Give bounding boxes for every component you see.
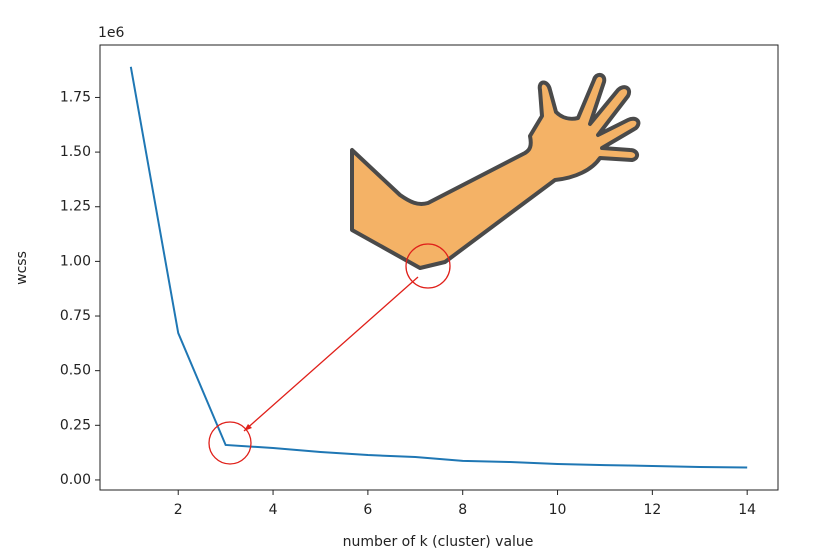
x-tick-label: 12 [643,502,661,518]
x-tick-label: 2 [174,502,183,518]
highlight-circle [208,421,252,465]
x-tick-label: 14 [738,502,756,518]
y-tick-label: 1.75 [60,89,91,105]
x-tick-label: 8 [458,502,467,518]
highlight-circle [405,243,451,289]
y-tick-label: 1.00 [60,253,91,269]
arm [350,73,641,270]
y-tick-label: 1.50 [60,144,91,160]
annotation [208,243,451,465]
x-tick-label: 4 [269,502,278,518]
y-tick-label: 0.25 [60,417,91,433]
marks [129,66,748,469]
plot-frame [99,44,779,491]
x-tick-label: 10 [549,502,567,518]
arrow-head [244,424,252,431]
x-axis-label: number of k (cluster) value [343,534,534,550]
arm-illustration [350,73,641,270]
y-tick-label: 0.75 [60,308,91,324]
y-axis-label: wcss [14,251,30,285]
y-offset-text: 1e6 [98,25,125,41]
line-series [129,66,748,469]
x-tick-label: 6 [363,502,372,518]
y-tick-label: 1.25 [60,199,91,215]
y-tick-label: 0.00 [60,472,91,488]
y-tick-label: 0.50 [60,363,91,379]
arrow-line [243,276,419,432]
